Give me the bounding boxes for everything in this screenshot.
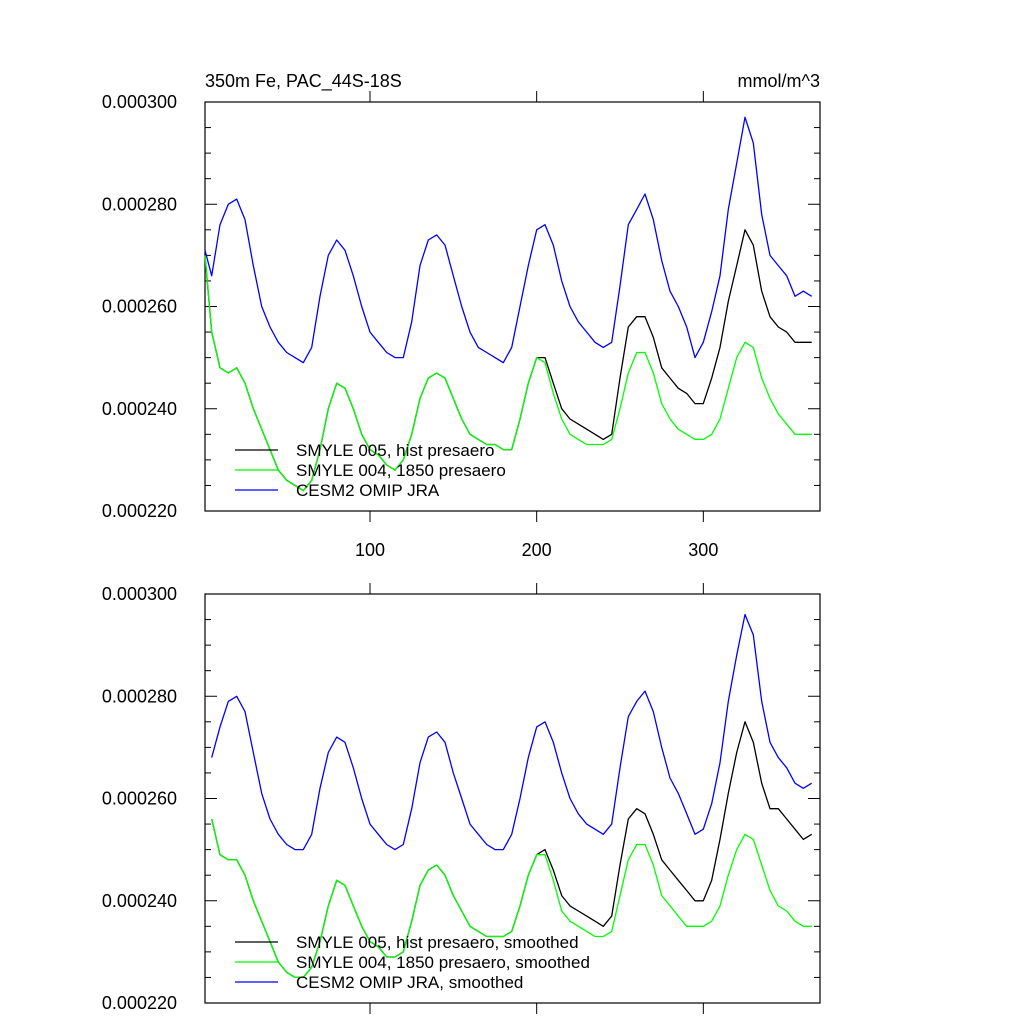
x-tick-label: 300 <box>688 540 718 560</box>
y-tick-label: 0.000280 <box>102 194 177 214</box>
top-panel: 0.000220 0.000240 0.000260 0.000280 0.000300… <box>102 91 821 560</box>
series-line <box>211 613 813 851</box>
y-tick-label: 0.000260 <box>102 297 177 317</box>
series-line <box>204 255 812 492</box>
y-tick-label: 0.000280 <box>102 686 177 706</box>
legend-label: CESM2 OMIP JRA, smoothed <box>296 973 523 992</box>
y-tick-label: 0.000220 <box>102 501 177 521</box>
y-tick-label: 0.000300 <box>102 92 177 112</box>
y-tick-label: 0.000240 <box>102 891 177 911</box>
x-tick-label: 100 <box>355 540 385 560</box>
bottom-panel: 0.000220 0.000240 0.000260 0.000280 0.000300… <box>102 583 821 1014</box>
series-line <box>211 818 812 979</box>
y-tick-label: 0.000240 <box>102 399 177 419</box>
y-tick-label: 0.000260 <box>102 789 177 809</box>
y-tick-label: 0.000300 <box>102 584 177 604</box>
y-tick-label: 0.000220 <box>102 993 177 1013</box>
units-label: mmol/m^3 <box>738 71 820 91</box>
legend-label: CESM2 OMIP JRA <box>296 481 440 500</box>
series-line <box>204 116 813 364</box>
legend-label: SMYLE 004, 1850 presaero <box>296 461 506 480</box>
panel-title: 350m Fe, PAC_44S-18S <box>205 71 402 92</box>
x-tick-label: 200 <box>522 540 552 560</box>
legend-label: SMYLE 005, hist presaero, smoothed <box>296 933 579 952</box>
legend-label: SMYLE 004, 1850 presaero, smoothed <box>296 953 590 972</box>
legend-label: SMYLE 005, hist presaero <box>296 441 494 460</box>
